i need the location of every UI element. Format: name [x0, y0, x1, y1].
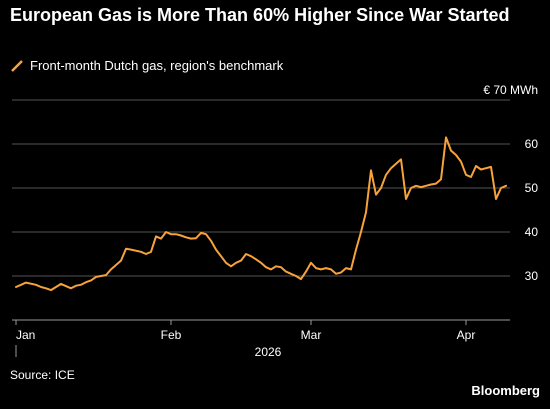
y-tick-label-50: 50	[525, 181, 539, 195]
x-tick-label-feb: Feb	[161, 328, 182, 342]
chart-title: European Gas is More Than 60% Higher Sin…	[10, 5, 510, 25]
series-line-0	[15, 136, 507, 292]
y-tick-label-60: 60	[525, 137, 539, 151]
x-tick-label-jan: Jan	[16, 328, 35, 342]
y-tick-label-40: 40	[525, 225, 539, 239]
y-unit-label: € 70 MWh	[483, 83, 538, 97]
x-tick-label-mar: Mar	[301, 328, 322, 342]
year-label: 2026	[255, 345, 282, 359]
bloomberg-logo: Bloomberg	[471, 383, 540, 398]
legend-label: Front-month Dutch gas, region's benchmar…	[30, 58, 284, 73]
legend: Front-month Dutch gas, region's benchmar…	[10, 58, 283, 73]
x-tick-label-apr: Apr	[457, 328, 476, 342]
legend-line-icon	[11, 59, 23, 72]
y-tick-label-30: 30	[525, 269, 539, 283]
source-note: Source: ICE	[10, 368, 75, 382]
